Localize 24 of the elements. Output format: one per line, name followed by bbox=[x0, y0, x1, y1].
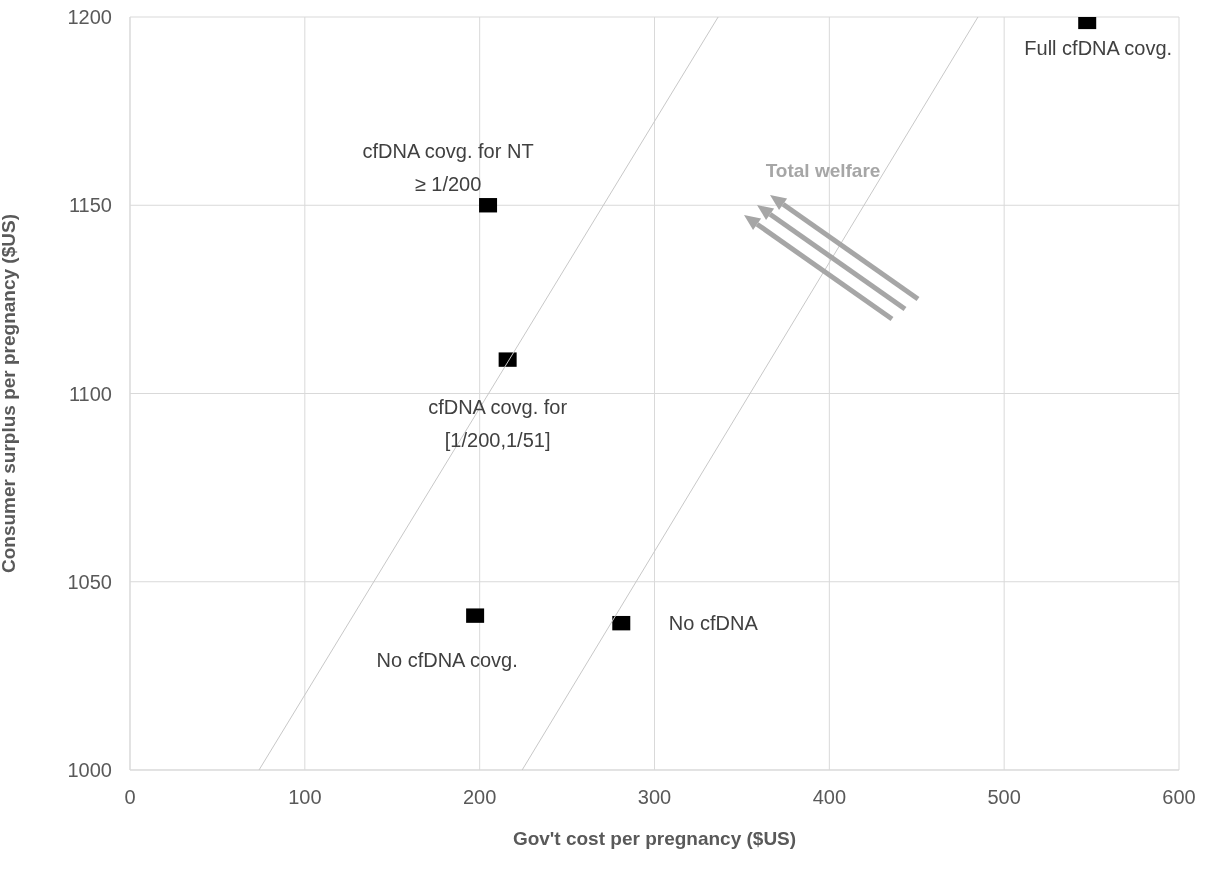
annotation: Full cfDNA covg. bbox=[1024, 36, 1173, 59]
x-tick-label: 500 bbox=[987, 786, 1021, 809]
y-axis-title: Consumer surplus per pregnancy ($US) bbox=[0, 214, 19, 573]
annotation: Total welfare bbox=[764, 160, 882, 182]
annotation: No cfDNA covg. bbox=[376, 648, 518, 671]
point bbox=[466, 608, 485, 623]
y-tick-label: 1200 bbox=[67, 6, 112, 29]
x-tick-label: 600 bbox=[1162, 786, 1196, 809]
point bbox=[612, 615, 631, 631]
point bbox=[479, 198, 498, 213]
y-tick-label: 1050 bbox=[67, 570, 112, 593]
point bbox=[498, 352, 517, 367]
x-axis-title: Gov't cost per pregnancy ($US) bbox=[512, 828, 797, 849]
annotation: No cfDNA bbox=[668, 612, 759, 635]
x-tick-label: 300 bbox=[637, 786, 672, 809]
annotation: cfDNA covg. for NT ≥ 1/200 bbox=[362, 140, 534, 196]
x-tick-label: 100 bbox=[288, 786, 322, 809]
x-tick-label: 0 bbox=[124, 786, 136, 809]
annotation: cfDNA covg. for [1/200,1/51] bbox=[428, 395, 568, 451]
y-tick-label: 1000 bbox=[67, 759, 112, 782]
x-tick-label: 400 bbox=[812, 786, 847, 809]
x-tick-label: 200 bbox=[462, 786, 497, 809]
y-tick-label: 1100 bbox=[68, 382, 112, 405]
y-tick-label: 1150 bbox=[68, 194, 112, 217]
